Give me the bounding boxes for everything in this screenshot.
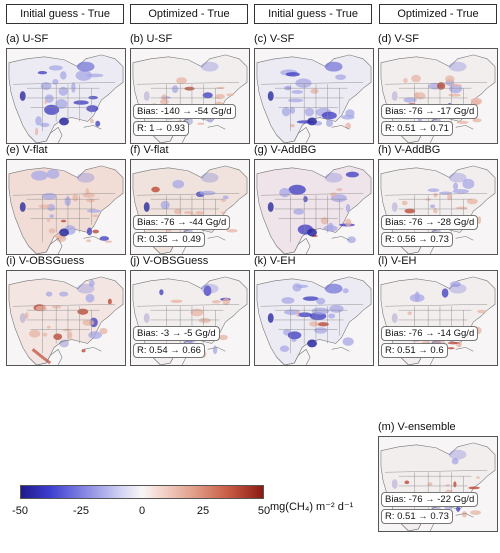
column-header: Initial guess - True <box>6 4 124 24</box>
bias-box: Bias: -140 → -54 Gg/d <box>133 104 236 119</box>
bias-box: Bias: -76 → -28 Gg/d <box>381 215 479 230</box>
correlation-box: R: 0.54 → 0.66 <box>133 343 205 358</box>
map-panel: (g) V-AddBG <box>254 143 374 258</box>
map-panel: (e) V-flat <box>6 143 126 258</box>
correlation-box: R: 0.51 → 0.6 <box>381 343 448 358</box>
bias-box: Bias: -76 → -14 Gg/d <box>381 326 479 341</box>
colorbar-tick: -25 <box>73 505 89 517</box>
colorbar <box>20 485 264 499</box>
panel-label: (l) V-EH <box>378 255 417 267</box>
map-panel: (i) V-OBSGuess <box>6 254 126 369</box>
correlation-box: R: 0.35 → 0.49 <box>133 232 205 247</box>
panel-label: (b) U-SF <box>130 33 173 45</box>
map-panel: (f) V-flat Bias: -76 → -44 Gg/d R: 0.35 → … <box>130 143 250 258</box>
column-header: Initial guess - True <box>254 4 372 24</box>
map-panel: (l) V-EH Bias: -76 → -14 Gg/d R: 0.51 → 0.… <box>378 254 498 369</box>
map-panel: (d) V-SF Bias: -76 → -17 Gg/d R: 0.51 → 0.… <box>378 32 498 147</box>
panel-label: (c) V-SF <box>254 33 295 45</box>
bias-box: Bias: -3 → -5 Gg/d <box>133 326 220 341</box>
map-panel: (a) U-SF <box>6 32 126 147</box>
panel-label: (g) V-AddBG <box>254 144 317 156</box>
emission-difference-map <box>254 270 374 366</box>
bias-box: Bias: -76 → -22 Gg/d <box>381 492 479 507</box>
colorbar-unit: mg(CH₄) m⁻² d⁻¹ <box>270 501 354 513</box>
map-panel: (j) V-OBSGuess Bias: -3 → -5 Gg/d R: 0.54 … <box>130 254 250 369</box>
map-panel: (m) V-ensemble Bias: -76 → -22 Gg/d R: 0.5… <box>378 420 498 535</box>
panel-label: (i) V-OBSGuess <box>6 255 85 267</box>
panel-label: (a) U-SF <box>6 33 49 45</box>
bias-box: Bias: -76 → -17 Gg/d <box>381 104 479 119</box>
emission-difference-map <box>6 48 126 144</box>
correlation-box: R: 0.51 → 0.71 <box>381 121 453 136</box>
emission-difference-map <box>6 270 126 366</box>
map-panel: (b) U-SF Bias: -140 → -54 Gg/d R: 1→ 0.93 <box>130 32 250 147</box>
map-panel: (c) V-SF <box>254 32 374 147</box>
colorbar-tick: -50 <box>12 505 28 517</box>
correlation-box: R: 1→ 0.93 <box>133 121 190 136</box>
colorbar-tick: 50 <box>257 505 271 517</box>
panel-label: (h) V-AddBG <box>378 144 441 156</box>
panel-label: (j) V-OBSGuess <box>130 255 209 267</box>
column-header: Optimized - True <box>130 4 248 24</box>
panel-label: (d) V-SF <box>378 33 419 45</box>
bias-box: Bias: -76 → -44 Gg/d <box>133 215 231 230</box>
panel-label: (k) V-EH <box>254 255 296 267</box>
emission-difference-map <box>6 159 126 255</box>
panel-label: (f) V-flat <box>130 144 169 156</box>
map-panel: (h) V-AddBG Bias: -76 → -28 Gg/d R: 0.56 →… <box>378 143 498 258</box>
column-header: Optimized - True <box>379 4 497 24</box>
colorbar-tick: 25 <box>196 505 210 517</box>
correlation-box: R: 0.56 → 0.73 <box>381 232 453 247</box>
map-panel: (k) V-EH <box>254 254 374 369</box>
colorbar-tick: 0 <box>138 505 146 517</box>
panel-label: (e) V-flat <box>6 144 48 156</box>
correlation-box: R: 0.51 → 0.73 <box>381 509 453 524</box>
panel-label: (m) V-ensemble <box>378 421 456 433</box>
emission-difference-map <box>254 48 374 144</box>
emission-difference-map <box>254 159 374 255</box>
